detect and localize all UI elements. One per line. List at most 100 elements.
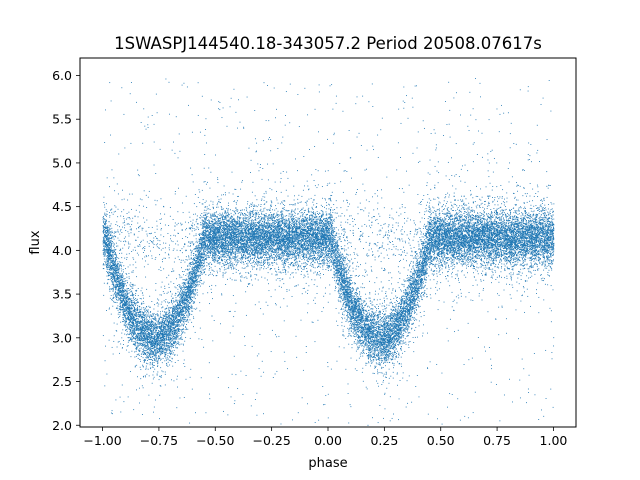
data-point: [400, 349, 402, 351]
data-point: [261, 198, 263, 200]
data-point: [467, 322, 469, 324]
data-point: [169, 322, 171, 324]
data-point: [123, 113, 125, 115]
data-point: [350, 297, 352, 299]
data-point: [336, 279, 338, 281]
data-point: [117, 237, 119, 239]
data-point: [417, 271, 419, 273]
data-point: [429, 233, 431, 235]
data-point: [145, 194, 147, 196]
data-point: [174, 341, 176, 343]
data-point: [463, 219, 465, 221]
data-point: [117, 288, 119, 290]
data-point: [394, 330, 396, 332]
data-point: [281, 253, 283, 255]
data-point: [127, 241, 129, 243]
data-point: [276, 229, 278, 231]
data-point: [498, 131, 500, 133]
data-point: [420, 241, 422, 242]
data-point: [349, 309, 351, 310]
data-point: [340, 293, 342, 295]
data-point: [288, 254, 290, 256]
data-point: [207, 230, 209, 232]
data-point: [195, 228, 197, 230]
data-point: [386, 334, 388, 336]
data-point: [391, 323, 393, 325]
data-point: [179, 302, 181, 303]
data-point: [293, 265, 295, 267]
data-point: [173, 323, 175, 325]
data-point: [529, 249, 530, 250]
data-point: [162, 247, 164, 249]
data-point: [134, 311, 136, 312]
data-point: [529, 224, 531, 226]
data-point: [461, 205, 463, 207]
data-point: [523, 250, 524, 252]
data-point: [542, 219, 544, 221]
data-point: [531, 263, 532, 265]
data-point: [516, 182, 518, 184]
data-point: [240, 227, 242, 229]
data-point: [322, 214, 324, 216]
data-point: [534, 243, 536, 245]
data-point: [442, 252, 444, 254]
data-point: [196, 292, 198, 294]
data-point: [117, 287, 119, 289]
data-point: [354, 295, 356, 297]
data-point: [552, 247, 554, 249]
data-point: [216, 236, 218, 238]
data-point: [120, 275, 122, 277]
data-point: [410, 287, 412, 288]
data-point: [291, 252, 293, 254]
data-point: [291, 239, 293, 241]
data-point: [332, 257, 334, 259]
data-point: [276, 228, 278, 230]
data-point: [487, 257, 489, 259]
data-point: [330, 254, 331, 256]
data-point: [197, 114, 199, 116]
data-point: [510, 257, 512, 259]
data-point: [438, 243, 440, 245]
data-point: [231, 268, 232, 270]
data-point: [448, 123, 450, 125]
data-point: [533, 353, 535, 354]
data-point: [528, 222, 530, 224]
data-point: [463, 208, 465, 210]
data-point: [320, 225, 322, 227]
data-point: [365, 338, 367, 340]
data-point: [348, 297, 350, 298]
data-point: [121, 321, 123, 323]
data-point: [465, 246, 467, 248]
data-point: [442, 259, 444, 261]
data-point: [521, 248, 522, 250]
data-point: [514, 223, 516, 225]
data-point: [375, 244, 377, 246]
data-point: [329, 198, 331, 200]
data-point: [300, 212, 302, 214]
data-point: [379, 364, 381, 366]
data-point: [266, 238, 268, 239]
data-point: [467, 272, 468, 274]
data-point: [109, 256, 111, 258]
data-point: [113, 262, 115, 264]
data-point: [133, 302, 135, 304]
data-point: [550, 388, 552, 390]
data-point: [434, 187, 436, 189]
data-point: [187, 293, 189, 295]
data-point: [146, 355, 148, 357]
data-point: [467, 264, 469, 266]
data-point: [133, 324, 134, 326]
data-point: [169, 341, 171, 343]
data-point: [197, 227, 199, 229]
data-point: [459, 258, 461, 260]
data-point: [148, 226, 150, 228]
data-point: [269, 225, 271, 227]
data-point: [488, 269, 490, 270]
data-point: [172, 219, 174, 220]
data-point: [393, 364, 395, 366]
data-point: [374, 352, 376, 354]
data-point: [201, 283, 203, 285]
data-point: [336, 245, 338, 247]
data-point: [160, 286, 162, 288]
data-point: [388, 322, 389, 324]
